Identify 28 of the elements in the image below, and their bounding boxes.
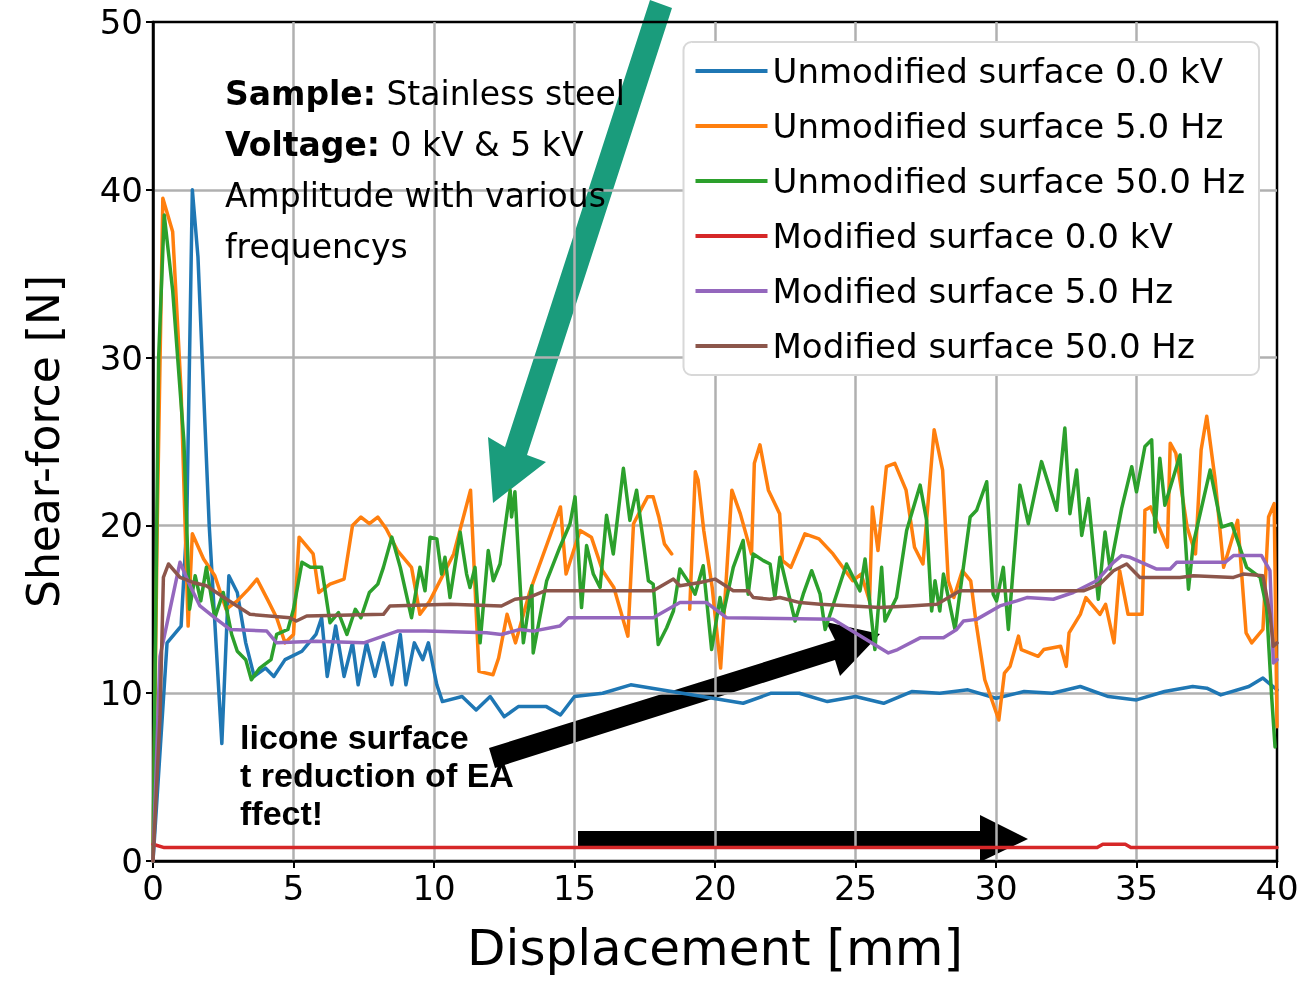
x-axis-title: Displacement [mm] [466, 919, 964, 977]
y-tick-label: 30 [99, 337, 143, 378]
annotation: licone surface [240, 718, 469, 756]
legend-label: Unmodified surface 0.0 kV [772, 51, 1223, 91]
legend-label: Modified surface 0.0 kV [772, 216, 1173, 256]
y-axis-title: Shear-force [N] [17, 274, 69, 609]
y-tick-label: 20 [99, 505, 143, 546]
x-tick-label: 35 [1114, 868, 1159, 908]
annotation: Sample: Stainless steel [225, 74, 625, 113]
x-tick-label: 30 [974, 868, 1018, 908]
x-tick-label: 40 [1255, 868, 1299, 908]
annotation: ffect! [240, 794, 324, 832]
legend-label: Modified surface 50.0 Hz [772, 326, 1195, 366]
x-tick-label: 5 [282, 868, 305, 908]
y-tick-label: 40 [99, 169, 143, 210]
legend-label: Unmodified surface 50.0 Hz [772, 161, 1245, 201]
y-tick-label: 0 [121, 841, 143, 881]
x-tick-label: 25 [833, 868, 878, 908]
legend-label: Modified surface 5.0 Hz [772, 271, 1174, 311]
y-tick-label: 50 [99, 2, 143, 42]
x-tick-label: 20 [693, 868, 737, 908]
x-tick-label: 10 [412, 868, 456, 908]
legend-label: Unmodified surface 5.0 Hz [772, 106, 1224, 146]
x-tick-label: 15 [552, 868, 597, 908]
annotation: t reduction of EA [240, 756, 514, 794]
annotation: Amplitude with various frequencys [225, 176, 617, 266]
annotation: Voltage: 0 kV & 5 kV [225, 125, 584, 164]
y-tick-label: 10 [99, 673, 143, 714]
